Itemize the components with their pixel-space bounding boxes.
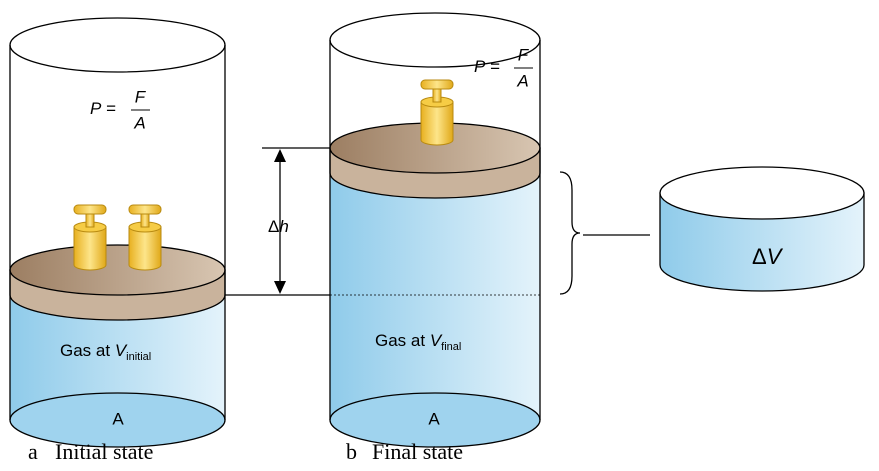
weight-body [421, 102, 453, 145]
pressure-num: F [518, 45, 530, 64]
panel-letter: a [28, 439, 38, 464]
pressure-num: F [135, 87, 147, 106]
volume-top [660, 167, 864, 219]
piston-top [10, 245, 225, 295]
brace [560, 172, 580, 294]
weight-handle [74, 205, 106, 214]
delta-v: ΔV [752, 244, 784, 269]
cylinder-top [10, 18, 225, 72]
area-label: A [112, 409, 124, 428]
pressure-den: A [133, 113, 145, 132]
pressure-den: A [516, 71, 528, 90]
arrow-head [274, 149, 286, 162]
shapes [10, 13, 864, 447]
weight-handle [421, 80, 453, 89]
panel-caption: Initial state [55, 439, 153, 464]
delta-h: Δh [268, 217, 289, 236]
cylinder-top [330, 13, 540, 67]
panel-letter: b [346, 439, 357, 464]
arrow-head [274, 281, 286, 294]
weight-body [74, 227, 106, 270]
weight-handle [129, 205, 161, 214]
area-label: A [428, 409, 440, 428]
weight-body [129, 227, 161, 270]
diagram: P = F A Gas at Vinitial A a Initial stat… [0, 0, 879, 471]
page: {"panels": [ {"letter": "a", "caption": … [0, 0, 879, 471]
pressure-lhs: P = [474, 57, 500, 76]
panel-caption: Final state [372, 439, 463, 464]
pressure-lhs: P = [90, 99, 116, 118]
